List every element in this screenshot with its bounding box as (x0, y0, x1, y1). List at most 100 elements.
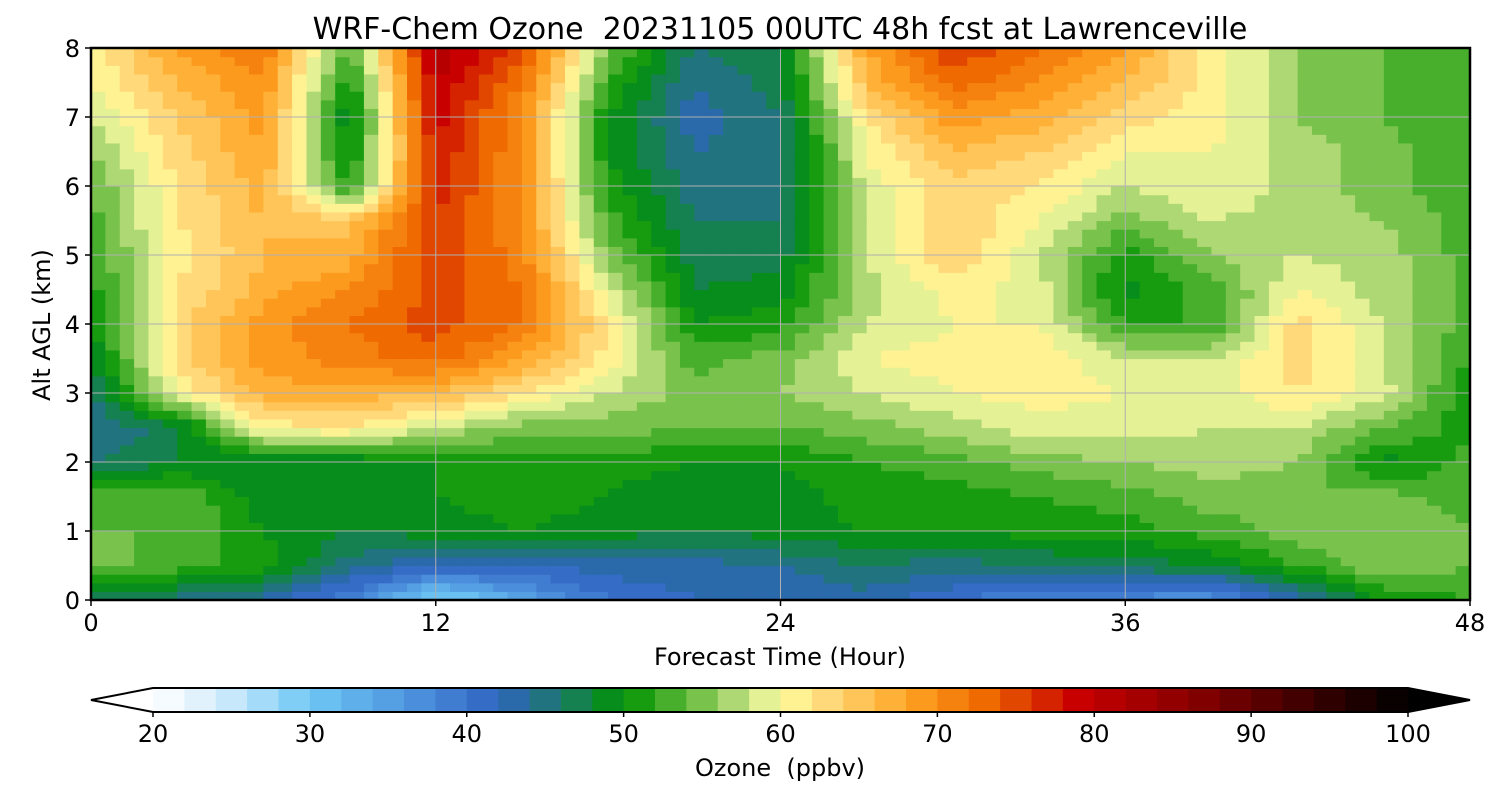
heatmap-cell (952, 211, 968, 222)
heatmap-cell (565, 160, 580, 170)
heatmap-cell (1426, 263, 1442, 273)
heatmap-cell (1297, 591, 1313, 600)
heatmap-cell (320, 177, 336, 187)
heatmap-cell (320, 263, 336, 273)
heatmap-cell (1225, 151, 1241, 161)
heatmap-cell (1082, 255, 1098, 265)
heatmap-cell (967, 246, 983, 256)
heatmap-cell (105, 255, 121, 265)
heatmap-cell (1053, 194, 1069, 204)
heatmap-cell (679, 565, 695, 575)
heatmap-cell (593, 358, 609, 368)
heatmap-cell (536, 410, 552, 420)
heatmap-cell (478, 574, 494, 584)
heatmap-cell (938, 505, 954, 515)
heatmap-cell (1096, 505, 1112, 515)
heatmap-cell (392, 246, 408, 256)
heatmap-cell (450, 289, 466, 299)
heatmap-cell (1197, 332, 1213, 342)
heatmap-cell (665, 367, 681, 377)
heatmap-cell (751, 168, 767, 178)
heatmap-cell (737, 177, 753, 187)
heatmap-cell (780, 574, 796, 584)
heatmap-cell (665, 358, 681, 368)
heatmap-cell (249, 332, 264, 342)
heatmap-cell (1082, 229, 1098, 239)
heatmap-cell (1398, 332, 1414, 342)
heatmap-cell (665, 453, 681, 463)
heatmap-cell (881, 246, 897, 256)
heatmap-cell (981, 574, 997, 584)
heatmap-cell (579, 505, 595, 515)
heatmap-cell (651, 496, 667, 506)
heatmap-cell (320, 211, 336, 222)
heatmap-cell (723, 556, 738, 567)
heatmap-cell (536, 582, 552, 592)
heatmap-cell (478, 358, 494, 368)
heatmap-cell (205, 237, 221, 247)
heatmap-cell (1139, 505, 1155, 515)
heatmap-cell (134, 255, 150, 265)
heatmap-cell (1225, 194, 1241, 204)
heatmap-cell (1197, 220, 1213, 230)
heatmap-cell (536, 332, 552, 342)
heatmap-cell (995, 565, 1011, 575)
heatmap-cell (464, 384, 480, 394)
heatmap-cell (636, 470, 652, 480)
heatmap-cell (134, 168, 150, 178)
heatmap-cell (636, 255, 652, 265)
heatmap-cell (924, 591, 940, 600)
heatmap-cell (263, 289, 279, 299)
heatmap-cell (1096, 203, 1112, 213)
heatmap-cell (521, 263, 537, 273)
heatmap-cell (565, 591, 580, 600)
heatmap-cell (306, 367, 322, 377)
heatmap-cell (608, 401, 624, 411)
heatmap-cell (924, 436, 940, 446)
heatmap-cell (909, 211, 925, 222)
heatmap-cell (450, 496, 466, 506)
heatmap-cell (708, 280, 724, 291)
heatmap-cell (536, 194, 552, 204)
heatmap-cell (1082, 186, 1098, 196)
heatmap-cell (234, 263, 250, 273)
heatmap-cell (766, 384, 782, 394)
heatmap-cell (1340, 556, 1356, 567)
heatmap-cell (1254, 505, 1270, 515)
heatmap-cell (1110, 479, 1126, 489)
heatmap-cell (550, 522, 566, 532)
heatmap-cell (694, 401, 710, 411)
heatmap-cell (1441, 436, 1457, 446)
heatmap-cell (1010, 496, 1026, 506)
heatmap-cell (435, 410, 451, 420)
heatmap-cell (1383, 582, 1399, 592)
heatmap-cell (191, 401, 207, 411)
heatmap-cell (134, 306, 150, 316)
heatmap-cell (1412, 367, 1428, 377)
heatmap-cell (220, 186, 236, 196)
heatmap-cell (651, 522, 667, 532)
heatmap-cell (924, 341, 940, 351)
heatmap-cell (636, 505, 652, 515)
heatmap-cell (967, 306, 983, 316)
heatmap-cell (794, 306, 810, 316)
heatmap-cell (809, 522, 825, 532)
heatmap-cell (249, 444, 264, 454)
heatmap-cell (205, 418, 221, 429)
heatmap-cell (622, 289, 638, 299)
heatmap-cell (1369, 315, 1385, 325)
heatmap-cell (737, 332, 753, 342)
heatmap-cell (1225, 539, 1241, 549)
heatmap-cell (105, 556, 121, 567)
heatmap-cell (1024, 574, 1040, 584)
heatmap-cell (507, 401, 523, 411)
heatmap-cell (895, 168, 911, 178)
heatmap-cell (1182, 591, 1198, 600)
heatmap-cell (1024, 298, 1040, 308)
heatmap-cell (464, 462, 480, 472)
heatmap-cell (636, 427, 652, 437)
heatmap-cell (1398, 229, 1414, 239)
heatmap-cell (536, 462, 552, 472)
heatmap-cell (1153, 332, 1169, 342)
heatmap-cell (593, 272, 609, 282)
